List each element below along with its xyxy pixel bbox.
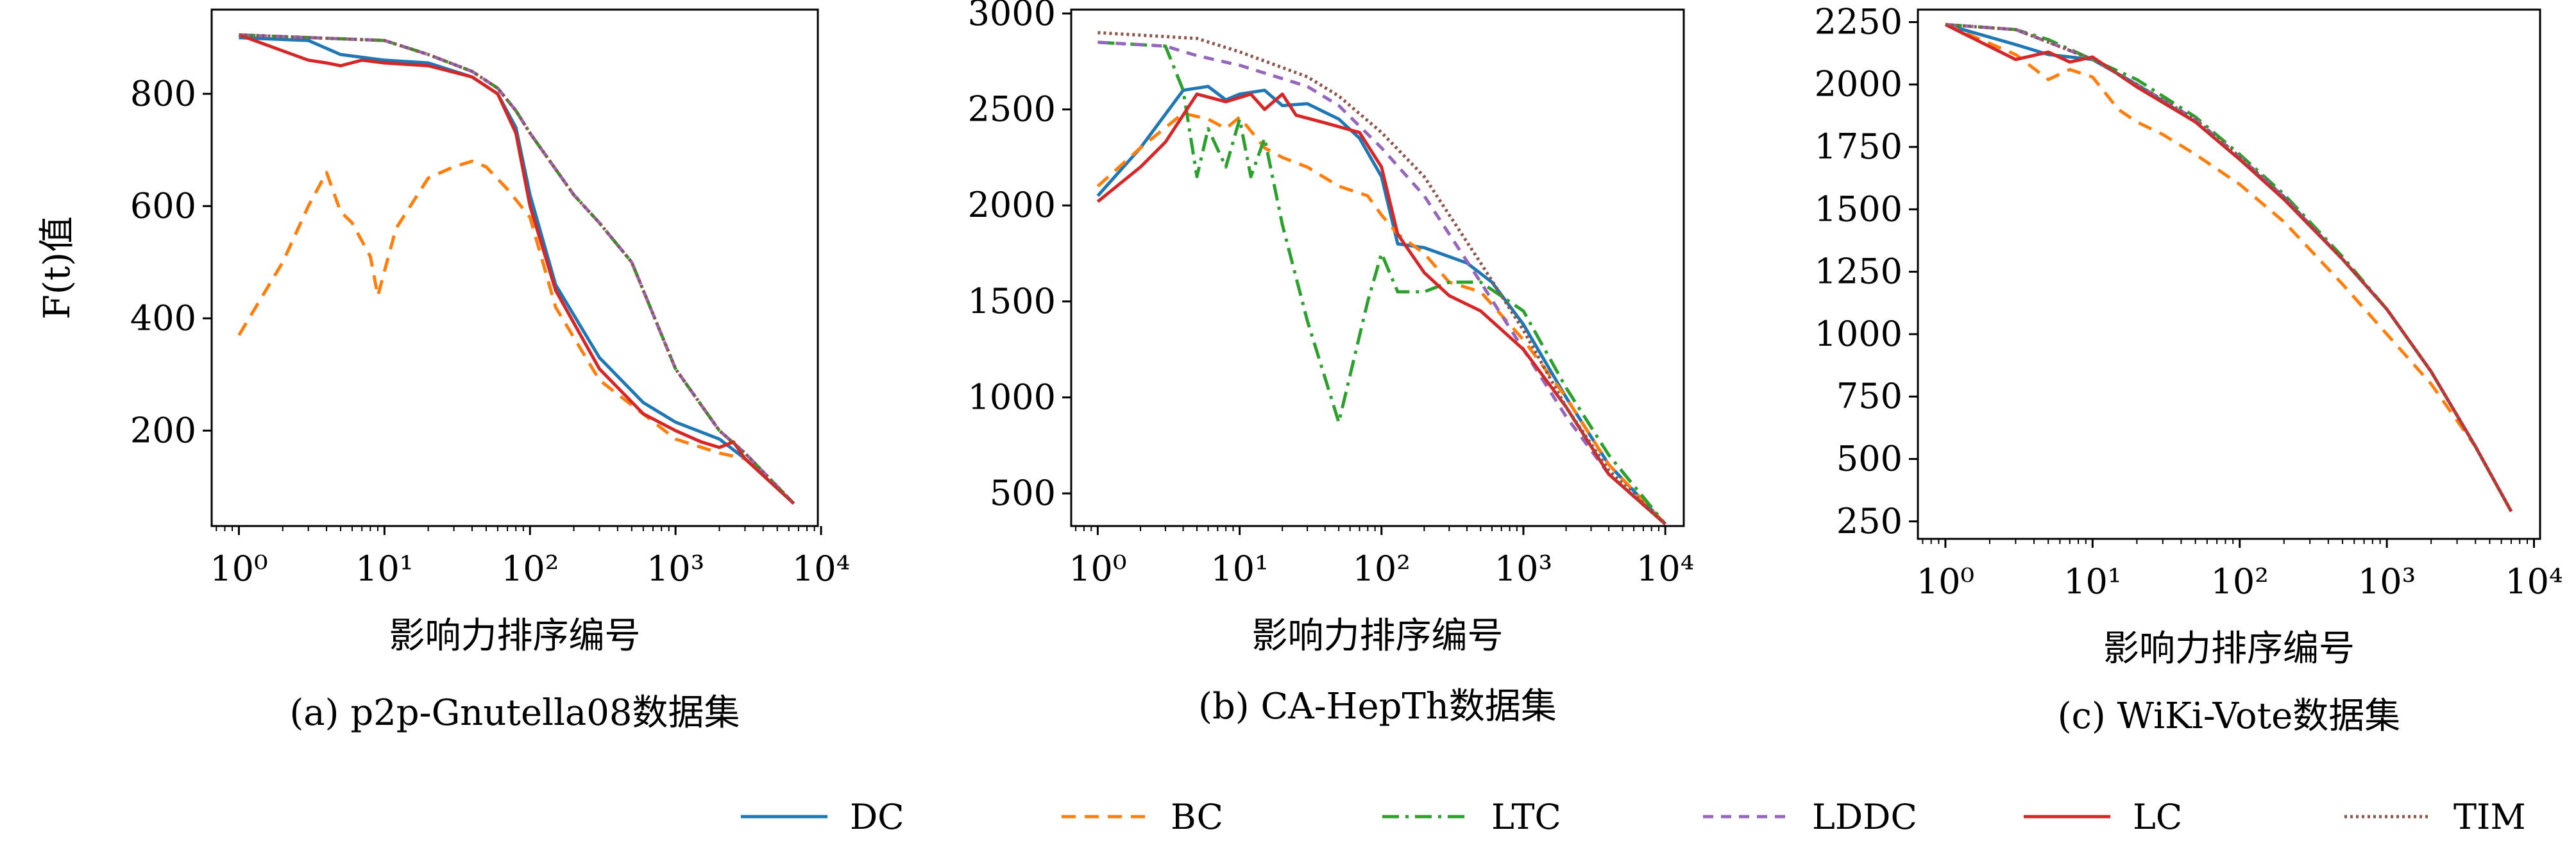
y-tick-label: 400 <box>130 298 196 338</box>
x-tick-label: 10³ <box>1495 548 1552 589</box>
series-group <box>1944 22 2513 513</box>
y-tick-label: 200 <box>130 410 196 450</box>
y-tick-label: 500 <box>1836 438 1902 479</box>
series-line-lddc <box>1097 40 1666 525</box>
x-tick-label: 10⁴ <box>1636 548 1694 589</box>
x-tick-label: 10² <box>2211 561 2269 602</box>
legend-label: LC <box>2133 797 2182 837</box>
chart-panel-1: 200 400 600 800 10⁰ 10¹ 10² 10³ 10⁴ 影响力排序编号 F(t)值 (… <box>37 8 850 734</box>
x-tick-label: 10¹ <box>355 548 413 589</box>
y-tick-label: 1000 <box>1815 314 1902 354</box>
plot-frame <box>1917 8 2541 540</box>
y-tick-label: 1250 <box>1815 251 1902 292</box>
legend-label: DC <box>850 797 904 837</box>
x-axis-label: 影响力排序编号 <box>389 615 641 657</box>
legend-label: BC <box>1171 797 1223 837</box>
series-group <box>237 33 795 505</box>
y-axis-label: F(t)值 <box>37 216 78 319</box>
x-tick-label: 10⁰ <box>1069 548 1126 589</box>
y-tick-label: 800 <box>130 73 196 114</box>
series-group <box>1096 31 1667 525</box>
x-tick-label: 10¹ <box>2063 561 2121 602</box>
x-tick-label: 10⁴ <box>792 548 850 589</box>
legend-item-tim: TIM <box>2344 797 2526 837</box>
y-tick-label: 1000 <box>968 377 1056 417</box>
legend-item-lddc: LDDC <box>1703 797 1917 837</box>
legend: DC BC LTC LDDC LC TIM <box>741 797 2526 837</box>
x-tick-label: 10⁰ <box>210 548 267 589</box>
x-tick-label: 10¹ <box>1210 548 1268 589</box>
y-tick-label: 1750 <box>1815 126 1902 167</box>
x-axis-label: 影响力排序编号 <box>1252 615 1504 657</box>
y-tick-label: 250 <box>1836 501 1902 541</box>
series-line-tim <box>239 33 795 505</box>
legend-item-dc: DC <box>741 797 904 837</box>
legend-item-ltc: LTC <box>1382 797 1561 837</box>
y-tick-label: 500 <box>990 473 1056 513</box>
plot-frame <box>210 8 819 527</box>
x-tick-label: 10² <box>1353 548 1411 589</box>
x-tick-label: 10⁴ <box>2505 561 2563 602</box>
y-tick-label: 1500 <box>1815 189 1902 229</box>
x-axis-label: 影响力排序编号 <box>2103 628 2355 670</box>
y-tick-label: 2000 <box>1815 64 1902 105</box>
plot-frame <box>1070 8 1685 527</box>
legend-label: TIM <box>2453 797 2526 837</box>
series-line-lc <box>238 33 795 505</box>
x-tick-label: 10³ <box>647 548 704 589</box>
y-tick-label: 2250 <box>1815 1 1902 42</box>
series-line-bc <box>237 159 795 505</box>
x-tick-label: 10⁰ <box>1917 561 1974 602</box>
series-line-bc <box>1096 112 1667 525</box>
series-line-ltc <box>239 33 795 505</box>
series-line-bc <box>1944 23 2513 513</box>
series-line-lc <box>1096 92 1666 525</box>
y-tick-label: 2000 <box>968 185 1056 225</box>
y-tick-label: 1500 <box>968 281 1056 321</box>
panel-caption: (c) WiKi-Vote数据集 <box>2058 695 2401 737</box>
panel-caption: (a) p2p-Gnutella08数据集 <box>289 692 740 734</box>
legend-item-lc: LC <box>2024 797 2182 837</box>
y-tick-label: 2500 <box>968 89 1056 130</box>
chart-panel-3: 250 500 750 1000 1250 1500 1750 2000 2250 10⁰ 10¹ 1… <box>1815 1 2563 737</box>
chart-panel-2: 500 1000 1500 2000 2500 3000 10⁰ 10¹ 10² 10³ 10⁴ 影响… <box>968 0 1695 727</box>
y-tick-label: 3000 <box>968 0 1056 33</box>
series-line-lddc <box>239 33 795 505</box>
series-line-dc <box>239 36 795 505</box>
panel-caption: (b) CA-HepTh数据集 <box>1198 686 1557 727</box>
series-line-tim <box>1945 22 2513 513</box>
series-line-dc <box>1096 85 1667 525</box>
legend-label: LDDC <box>1812 797 1917 837</box>
legend-item-bc: BC <box>1062 797 1223 837</box>
x-tick-label: 10² <box>501 548 559 589</box>
series-line-lddc <box>1945 22 2513 513</box>
series-line-lc <box>1944 23 2513 513</box>
x-tick-label: 10³ <box>2358 561 2416 602</box>
y-tick-label: 600 <box>130 185 196 226</box>
series-line-dc <box>1945 22 2513 513</box>
series-line-ltc <box>1945 22 2513 513</box>
legend-label: LTC <box>1491 797 1561 837</box>
y-tick-label: 750 <box>1836 376 1902 416</box>
series-line-tim <box>1097 31 1666 525</box>
chart-panels: 200 400 600 800 10⁰ 10¹ 10² 10³ 10⁴ 影响力排序编号 F(t)值 (… <box>37 0 2563 737</box>
